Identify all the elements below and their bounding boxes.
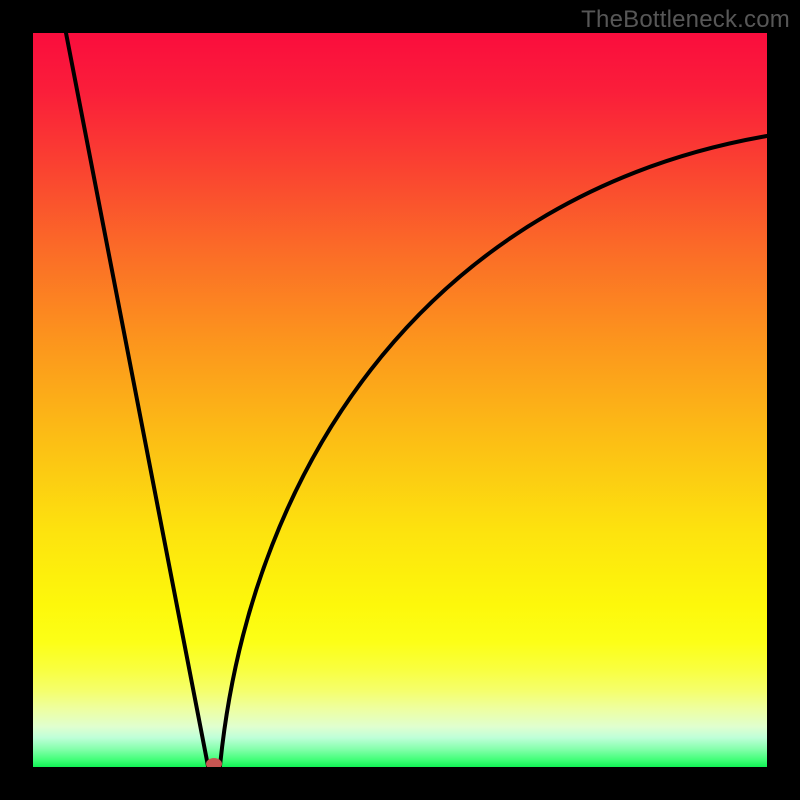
watermark-text: TheBottleneck.com [581,6,790,34]
plot-svg [33,33,767,767]
plot-area [33,33,767,767]
gradient-background [33,33,767,767]
